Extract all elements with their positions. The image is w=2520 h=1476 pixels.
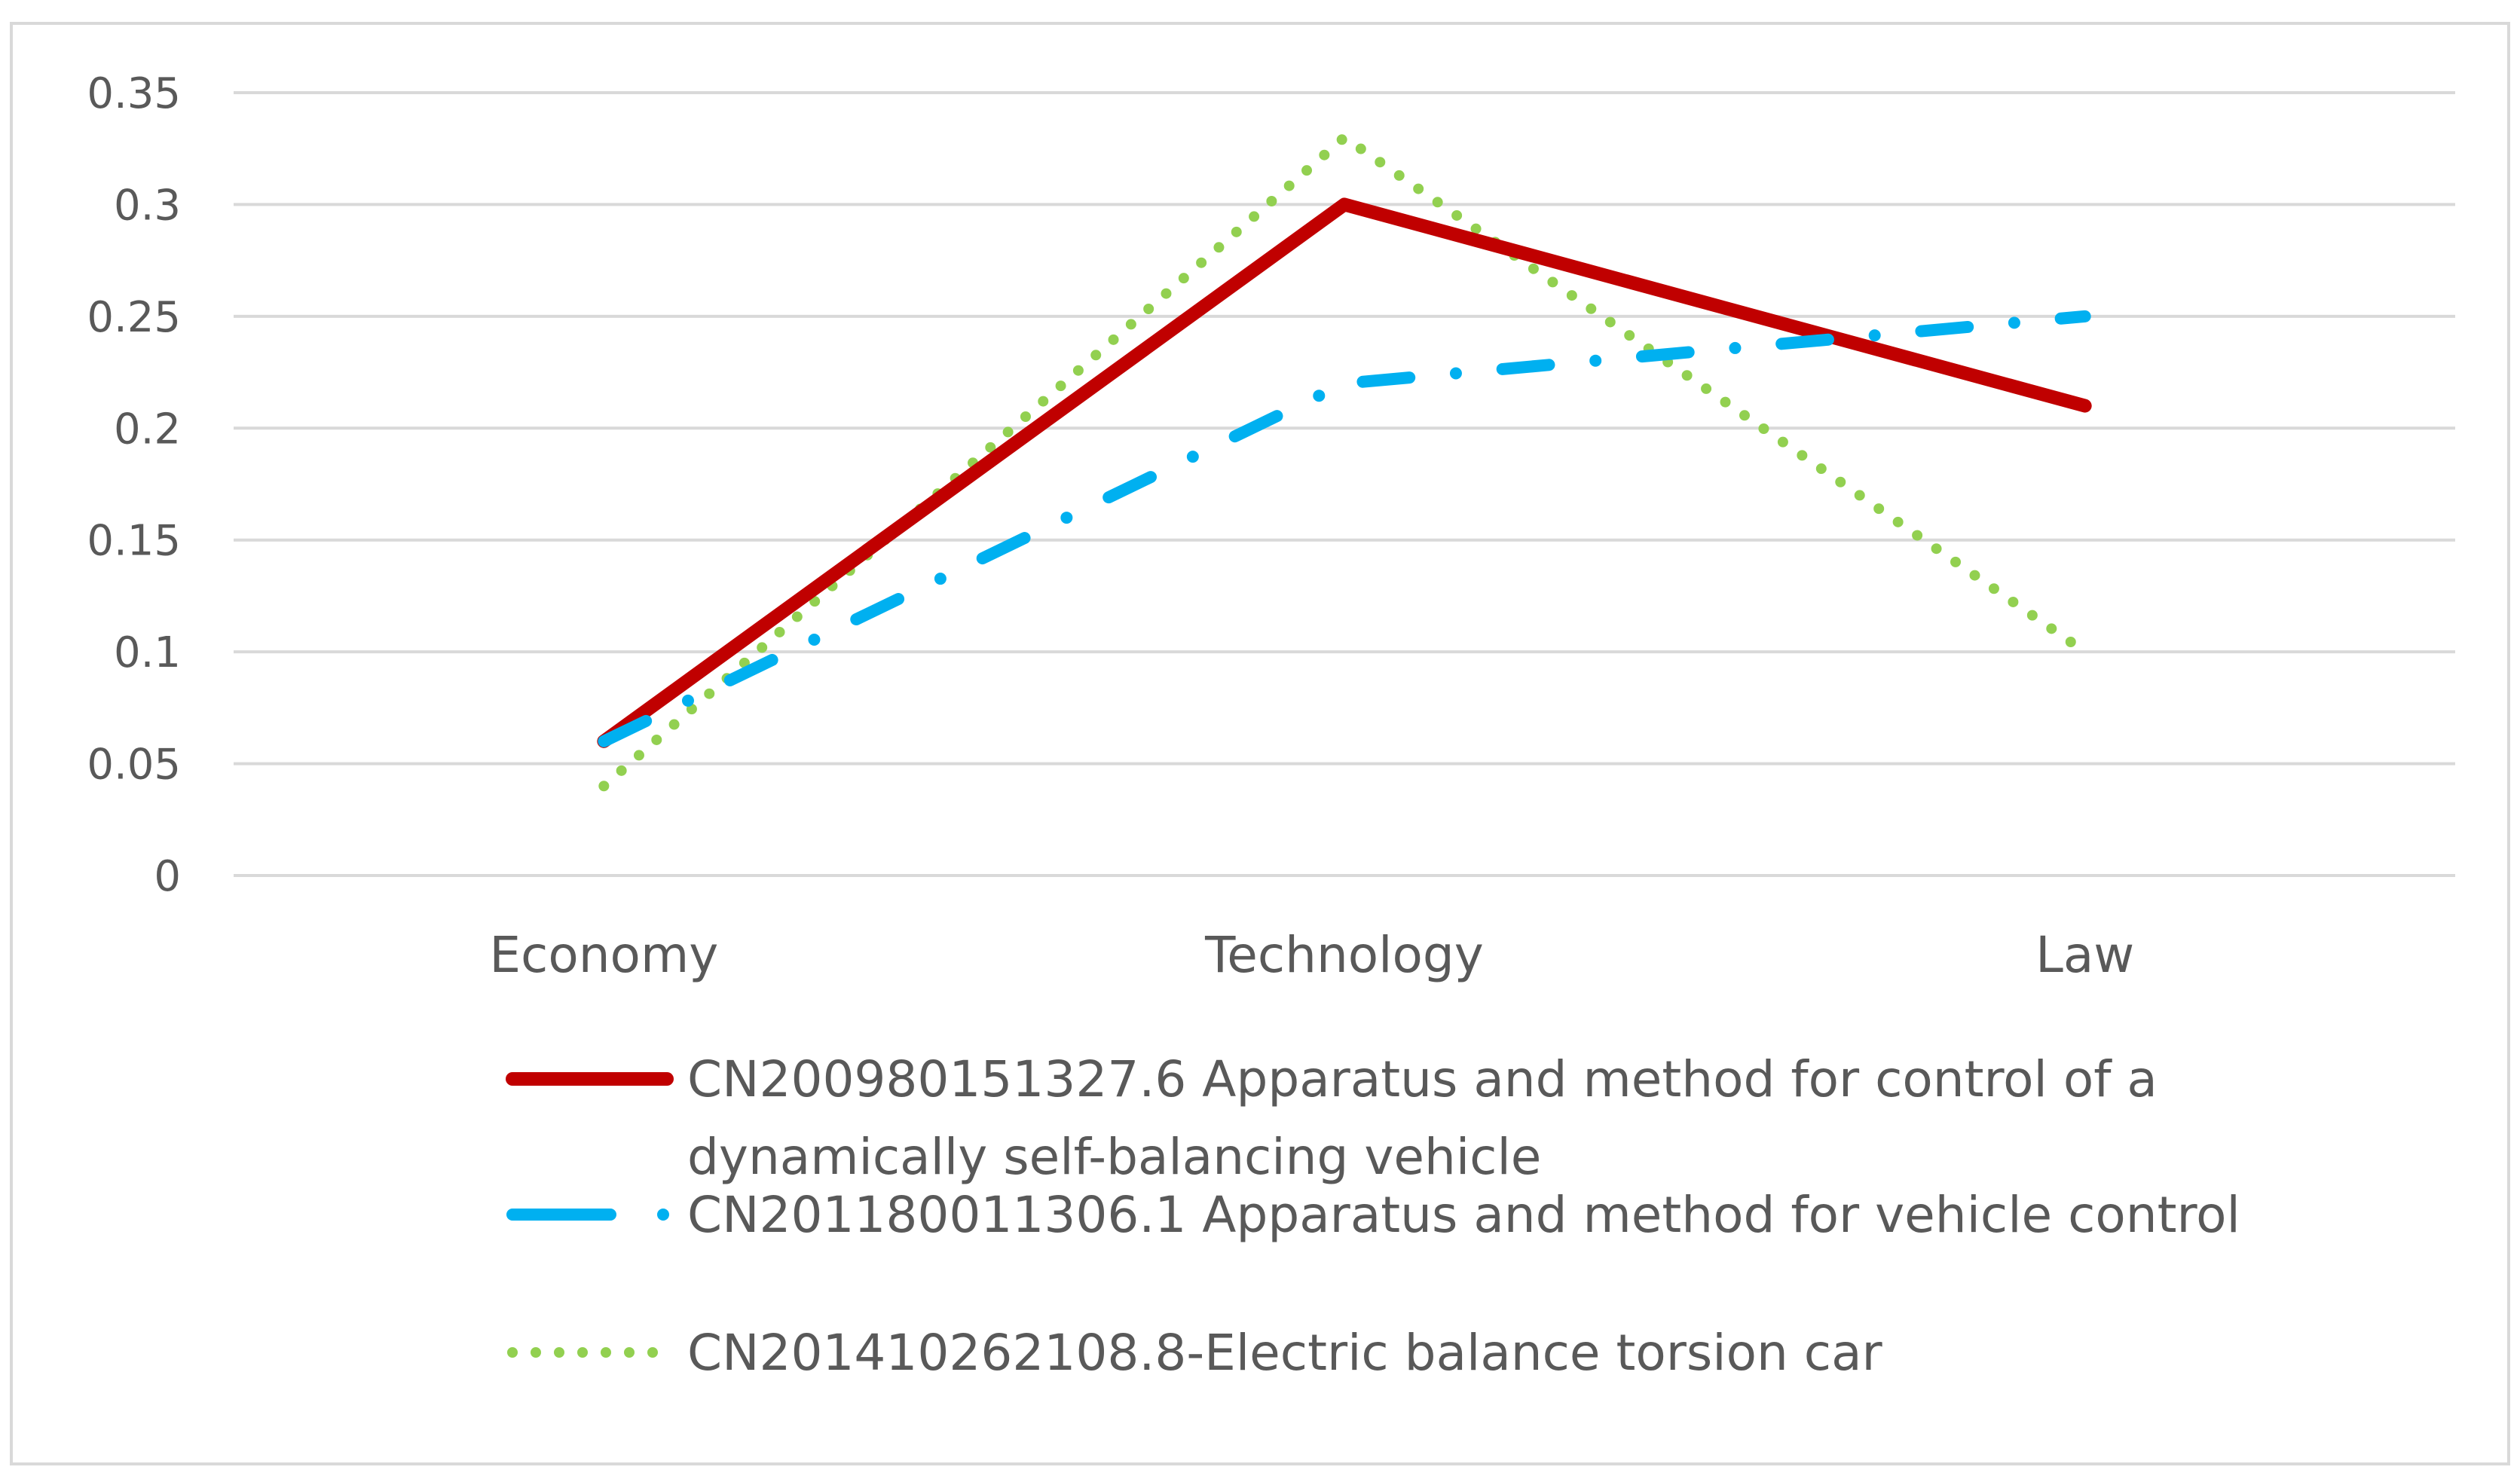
legend-label: dynamically self-balancing vehicle <box>687 1128 1541 1186</box>
gridlines <box>234 91 2455 877</box>
legend: CN200980151327.6 Apparatus and method fo… <box>506 1050 2240 1382</box>
series-line <box>597 197 2092 748</box>
y-axis-tick-labels: 0 0.05 0.1 0.15 0.2 0.25 0.3 0.35 <box>87 69 181 901</box>
x-axis-category-labels: Economy Technology Law <box>489 926 2134 984</box>
y-tick-label: 0.05 <box>87 741 181 790</box>
data-series <box>597 132 2092 792</box>
x-category-label: Technology <box>1204 926 1484 984</box>
y-tick-label: 0.15 <box>87 517 181 566</box>
y-tick-label: 0.25 <box>87 293 181 342</box>
x-category-label: Economy <box>489 926 718 984</box>
legend-label: CN201180011306.1 Apparatus and method fo… <box>687 1186 2240 1244</box>
y-tick-label: 0.2 <box>114 405 181 454</box>
x-category-label: Law <box>2035 926 2134 984</box>
y-tick-label: 0.3 <box>114 181 181 230</box>
y-tick-label: 0.1 <box>114 628 181 677</box>
y-tick-label: 0.35 <box>87 69 181 118</box>
chart-area-border <box>10 22 2510 1465</box>
legend-label: CN200980151327.6 Apparatus and method fo… <box>687 1050 2158 1108</box>
y-tick-label: 0 <box>154 852 181 901</box>
legend-label: CN201410262108.8-Electric balance torsio… <box>687 1324 1883 1382</box>
